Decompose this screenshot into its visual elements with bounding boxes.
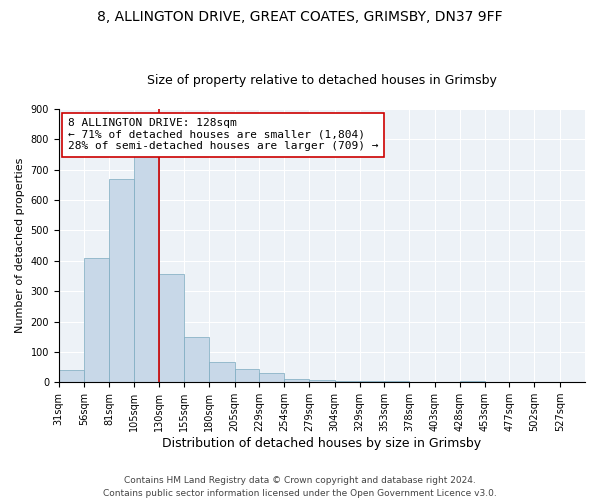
- X-axis label: Distribution of detached houses by size in Grimsby: Distribution of detached houses by size …: [163, 437, 481, 450]
- Text: 8, ALLINGTON DRIVE, GREAT COATES, GRIMSBY, DN37 9FF: 8, ALLINGTON DRIVE, GREAT COATES, GRIMSB…: [97, 10, 503, 24]
- Y-axis label: Number of detached properties: Number of detached properties: [15, 158, 25, 334]
- Bar: [235, 368, 259, 382]
- Bar: [59, 370, 84, 382]
- Bar: [159, 274, 184, 382]
- Bar: [84, 258, 109, 382]
- Text: Contains HM Land Registry data © Crown copyright and database right 2024.
Contai: Contains HM Land Registry data © Crown c…: [103, 476, 497, 498]
- Title: Size of property relative to detached houses in Grimsby: Size of property relative to detached ho…: [147, 74, 497, 87]
- Bar: [460, 381, 485, 382]
- Bar: [309, 380, 335, 382]
- Bar: [134, 154, 159, 382]
- Bar: [335, 381, 360, 382]
- Bar: [284, 378, 309, 382]
- Bar: [109, 179, 134, 382]
- Text: 8 ALLINGTON DRIVE: 128sqm
← 71% of detached houses are smaller (1,804)
28% of se: 8 ALLINGTON DRIVE: 128sqm ← 71% of detac…: [68, 118, 379, 152]
- Bar: [184, 338, 209, 382]
- Bar: [209, 362, 235, 382]
- Bar: [259, 373, 284, 382]
